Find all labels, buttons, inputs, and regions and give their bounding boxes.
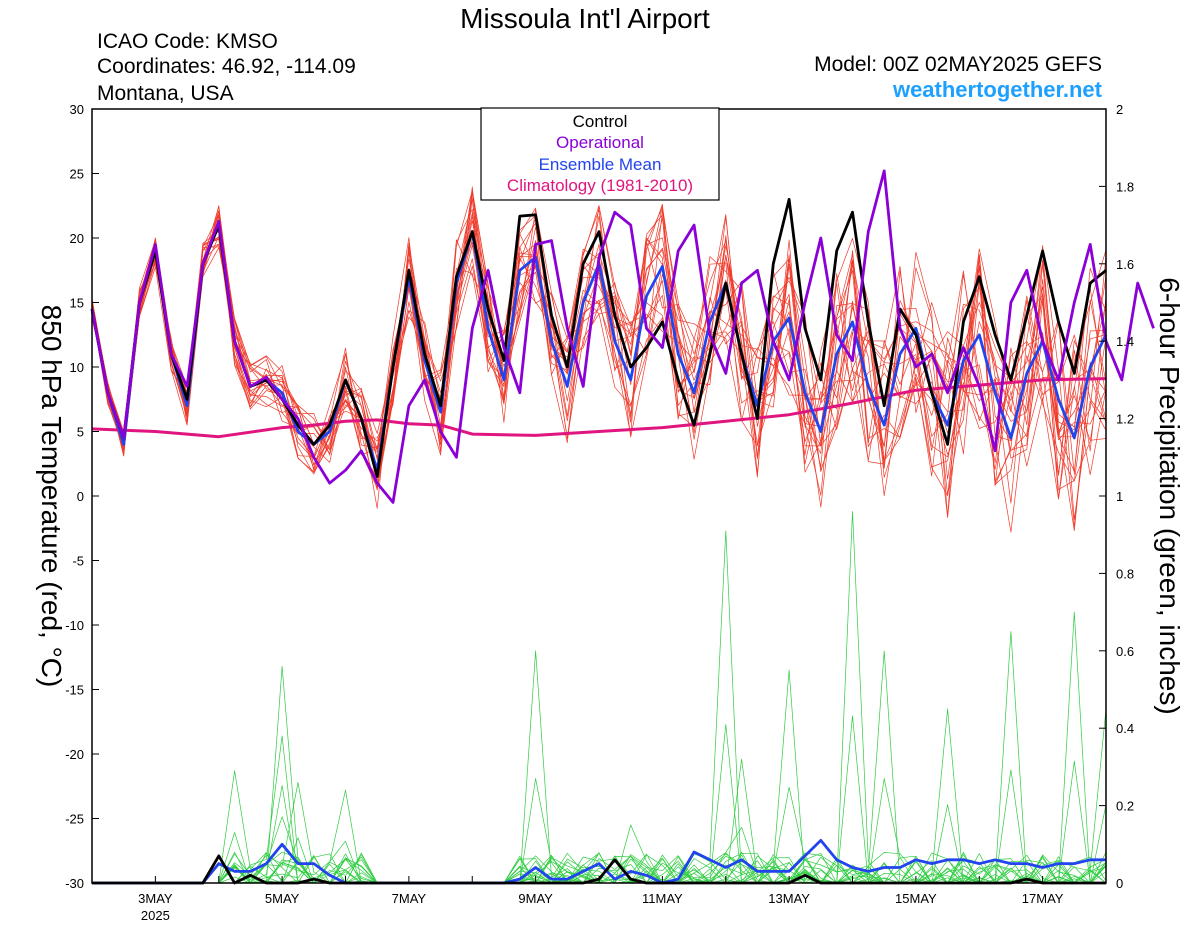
- precip-members: [92, 511, 1107, 884]
- x-tick-year: 2025: [141, 908, 170, 923]
- left-tick-label: -5: [72, 554, 84, 569]
- precip-member-line: [92, 650, 1106, 884]
- legend-climatology: Climatology (1981-2010): [507, 176, 693, 195]
- precip-member-line: [92, 511, 1107, 884]
- right-tick-label: 2: [1116, 102, 1123, 117]
- left-tick-label: -10: [65, 618, 84, 633]
- left-tick-label: -25: [65, 812, 84, 827]
- right-tick-label: 0: [1116, 876, 1123, 891]
- temp-member-line: [91, 189, 1107, 500]
- right-tick-label: 1.2: [1116, 412, 1134, 427]
- left-tick-label: -30: [65, 876, 84, 891]
- x-tick-label: 13MAY: [768, 891, 810, 906]
- right-tick-label: 0.4: [1116, 721, 1134, 736]
- left-tick-label: -20: [65, 747, 84, 762]
- ensemble-mean-precipitation-line: [92, 839, 1106, 885]
- control-line: [90, 197, 1107, 479]
- x-axis-ticks: 3MAY 2025 5MAY 7MAY 9MAY 11MAY 13MAY 15MAY 17MAY: [91, 876, 1107, 923]
- temp-member-line: [91, 198, 1107, 489]
- header: Missoula Int'l Airport ICAO Code: KMSO C…: [97, 3, 1103, 105]
- legend-control: Control: [573, 112, 628, 131]
- right-tick-label: 0.8: [1116, 566, 1134, 581]
- precip-member-line: [92, 611, 1107, 884]
- right-tick-label: 1.8: [1116, 179, 1134, 194]
- left-tick-label: 30: [70, 102, 84, 117]
- left-tick-label: 15: [70, 296, 84, 311]
- legend-ensemble-mean: Ensemble Mean: [539, 155, 662, 174]
- left-tick-label: 25: [70, 167, 84, 182]
- right-axis-ticks: 2 1.8 1.6 1.4 1.2 1 0.8 0.6 0.4 0.2 0: [1099, 102, 1134, 891]
- model-run: Model: 00Z 02MAY2025 GEFS: [814, 53, 1102, 76]
- left-tick-label: 20: [70, 231, 84, 246]
- plot-frame: [91, 108, 1107, 884]
- left-tick-label: 0: [77, 489, 84, 504]
- right-axis-title: 6-hour Precipitation (green, inches): [1154, 277, 1185, 714]
- right-tick-label: 0.2: [1116, 799, 1134, 814]
- climatology-1981-2010-line: [91, 377, 1107, 439]
- legend-box: [480, 107, 720, 201]
- right-tick-label: 1.4: [1116, 334, 1134, 349]
- chart-title: Missoula Int'l Airport: [460, 3, 710, 34]
- temp-member-line: [91, 190, 1107, 517]
- precip-member-line: [92, 708, 1107, 884]
- temp-member-line: [91, 208, 1107, 520]
- x-tick-label: 9MAY: [518, 891, 553, 906]
- site-name: weathertogether.net: [892, 77, 1103, 102]
- icao-code: ICAO Code: KMSO: [97, 30, 278, 53]
- left-tick-label: -15: [65, 683, 84, 698]
- precip-member-line: [92, 715, 1106, 884]
- x-tick-label: 17MAY: [1022, 891, 1064, 906]
- x-tick-label: 11MAY: [642, 891, 683, 906]
- main-series: [90, 169, 1155, 885]
- x-tick-label: 7MAY: [392, 891, 427, 906]
- legend-operational: Operational: [556, 133, 644, 152]
- left-tick-label: 5: [77, 425, 84, 440]
- temp-member-line: [91, 231, 1107, 496]
- coordinates: Coordinates: 46.92, -114.09: [97, 55, 356, 78]
- temp-member-line: [91, 186, 1107, 479]
- left-axis-ticks: 30 25 20 15 10 5 0 -5 -10 -15 -20 -25 -30: [65, 102, 99, 891]
- left-axis-title: 850 hPa Temperature (red, °C): [36, 305, 67, 688]
- x-tick-label: 15MAY: [895, 891, 937, 906]
- precip-member-line: [92, 631, 1107, 884]
- region: Montana, USA: [97, 82, 234, 105]
- precip-member-line: [92, 708, 1106, 884]
- right-tick-label: 1: [1116, 489, 1123, 504]
- right-tick-label: 1.6: [1116, 257, 1134, 272]
- temp-member-line: [91, 222, 1107, 473]
- precip-member-line: [92, 650, 1107, 884]
- left-tick-label: 10: [70, 360, 84, 375]
- x-tick-label: 3MAY: [138, 891, 173, 906]
- precip-member-line: [92, 735, 1107, 884]
- temp-member-line: [91, 214, 1107, 509]
- legend: Control Operational Ensemble Mean Climat…: [480, 107, 720, 201]
- x-tick-label: 5MAY: [265, 891, 300, 906]
- operational-line: [90, 169, 1155, 504]
- right-tick-label: 0.6: [1116, 644, 1134, 659]
- temp-member-line: [91, 218, 1107, 477]
